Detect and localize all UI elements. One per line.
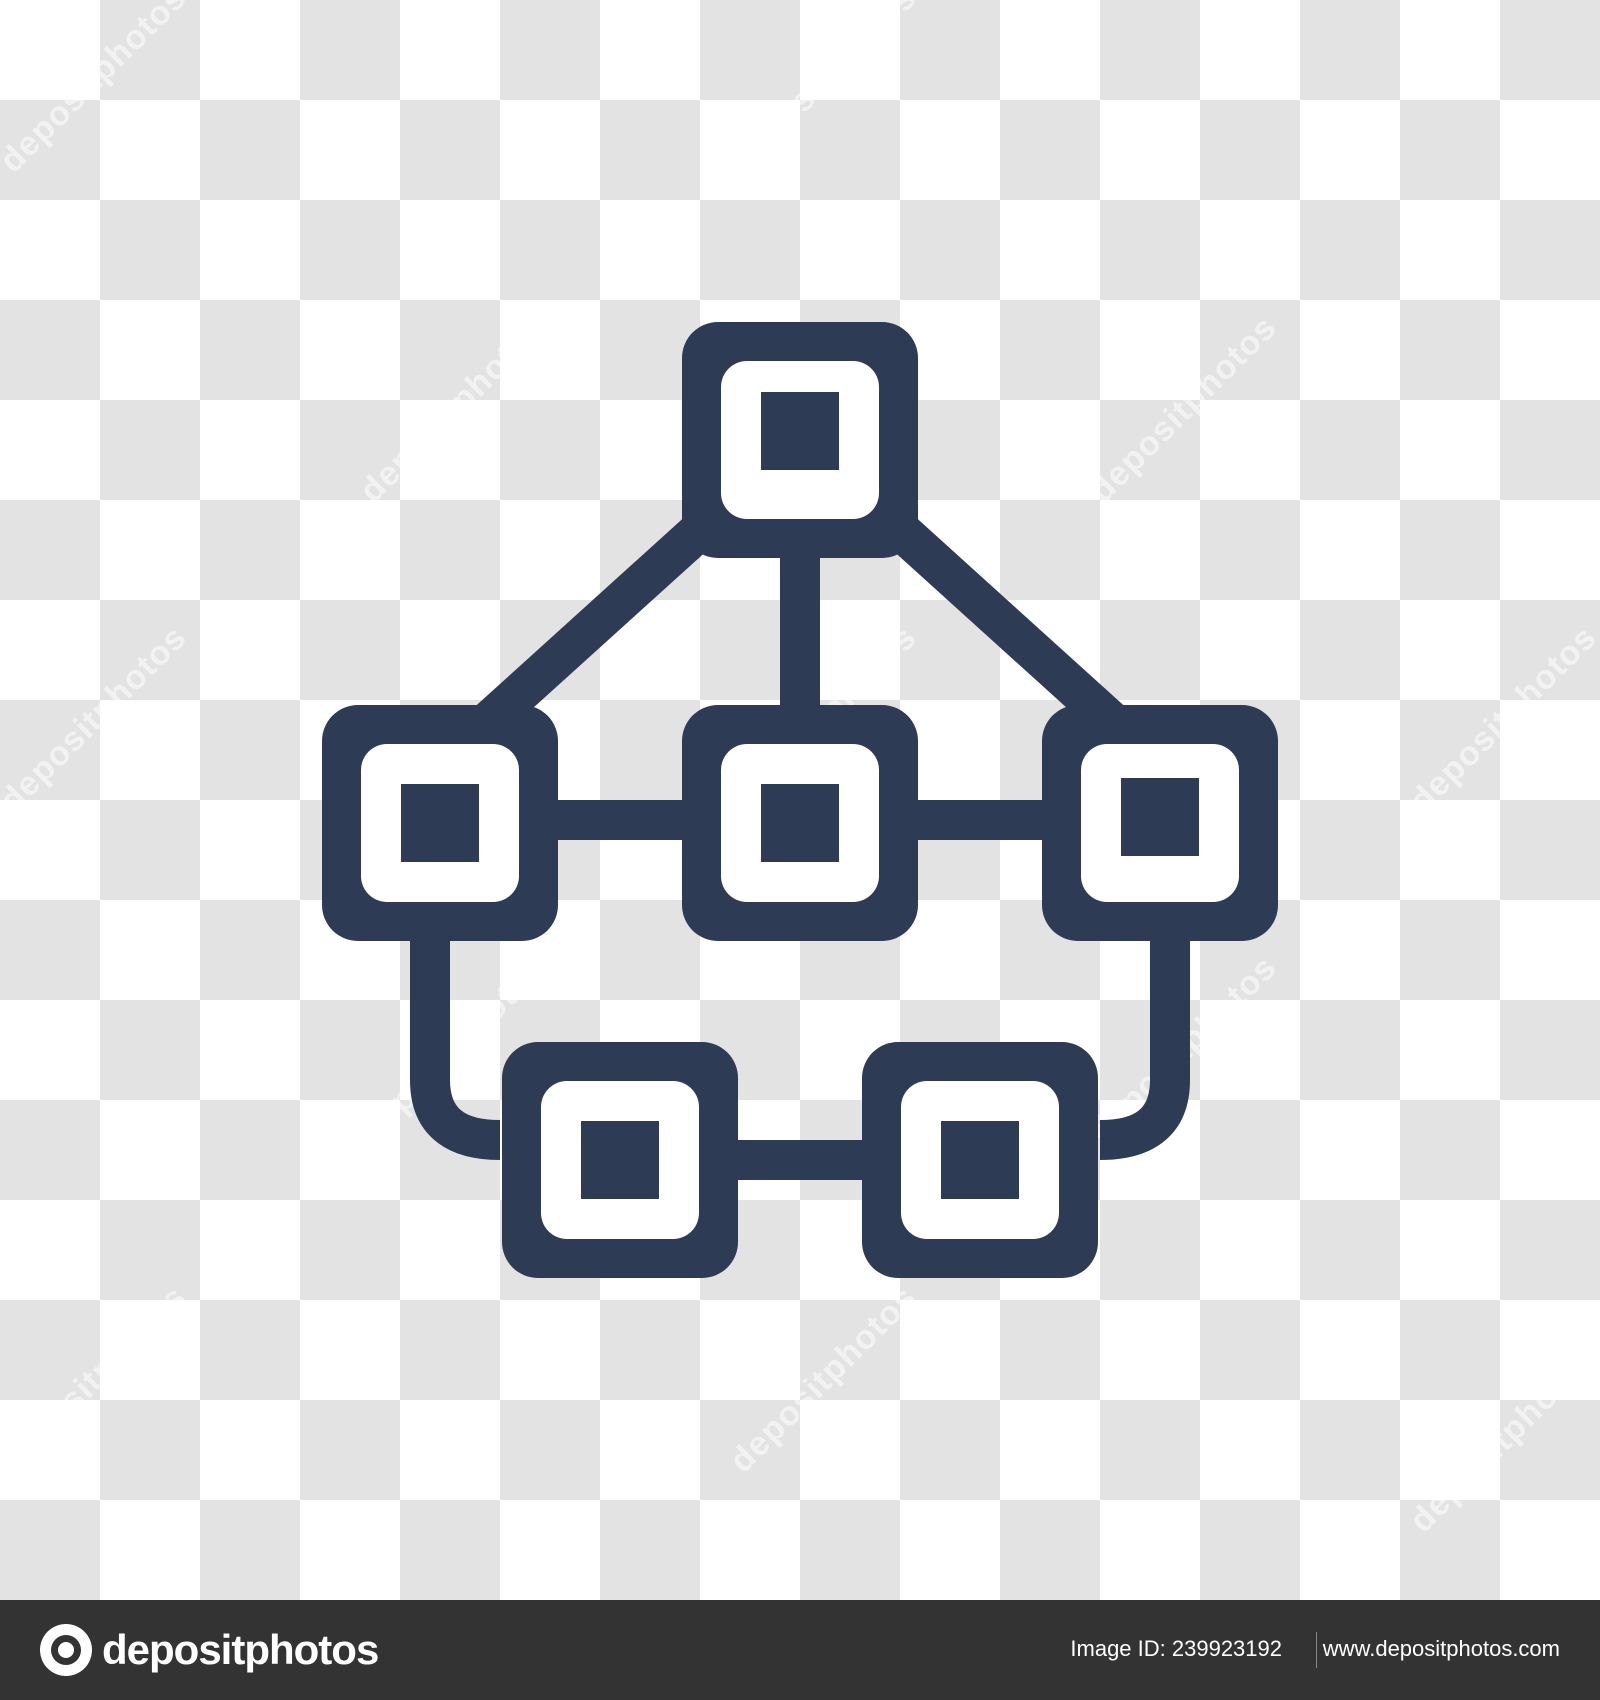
node-middle-left [322, 705, 558, 941]
node-middle-center [682, 705, 918, 941]
network-hierarchy-icon [322, 322, 1278, 1278]
node-bottom-left [502, 1042, 738, 1278]
camera-logo-icon [40, 1624, 92, 1676]
link-middle-left-bottom-left [410, 930, 501, 1160]
link-top-middle-left [476, 515, 714, 735]
node-middle-right [1042, 705, 1278, 941]
link-top-middle-right [886, 515, 1124, 735]
footer-divider [1316, 1632, 1317, 1668]
brand-name: depositphotos [102, 1626, 379, 1673]
footer-bar: depositphotos Image ID: 239923192 www.de… [0, 1600, 1600, 1700]
node-top [682, 322, 918, 558]
image-id-label: Image ID: 239923192 [1070, 1636, 1282, 1661]
depositphotos-logo[interactable]: depositphotos [40, 1620, 379, 1680]
website-link[interactable]: www.depositphotos.com [1322, 1636, 1560, 1661]
transparent-checkerboard-background: depositphotos depositphotos depositphoto… [0, 0, 1600, 1600]
link-bottom-right-middle-right [1099, 930, 1190, 1160]
node-bottom-right [862, 1042, 1098, 1278]
